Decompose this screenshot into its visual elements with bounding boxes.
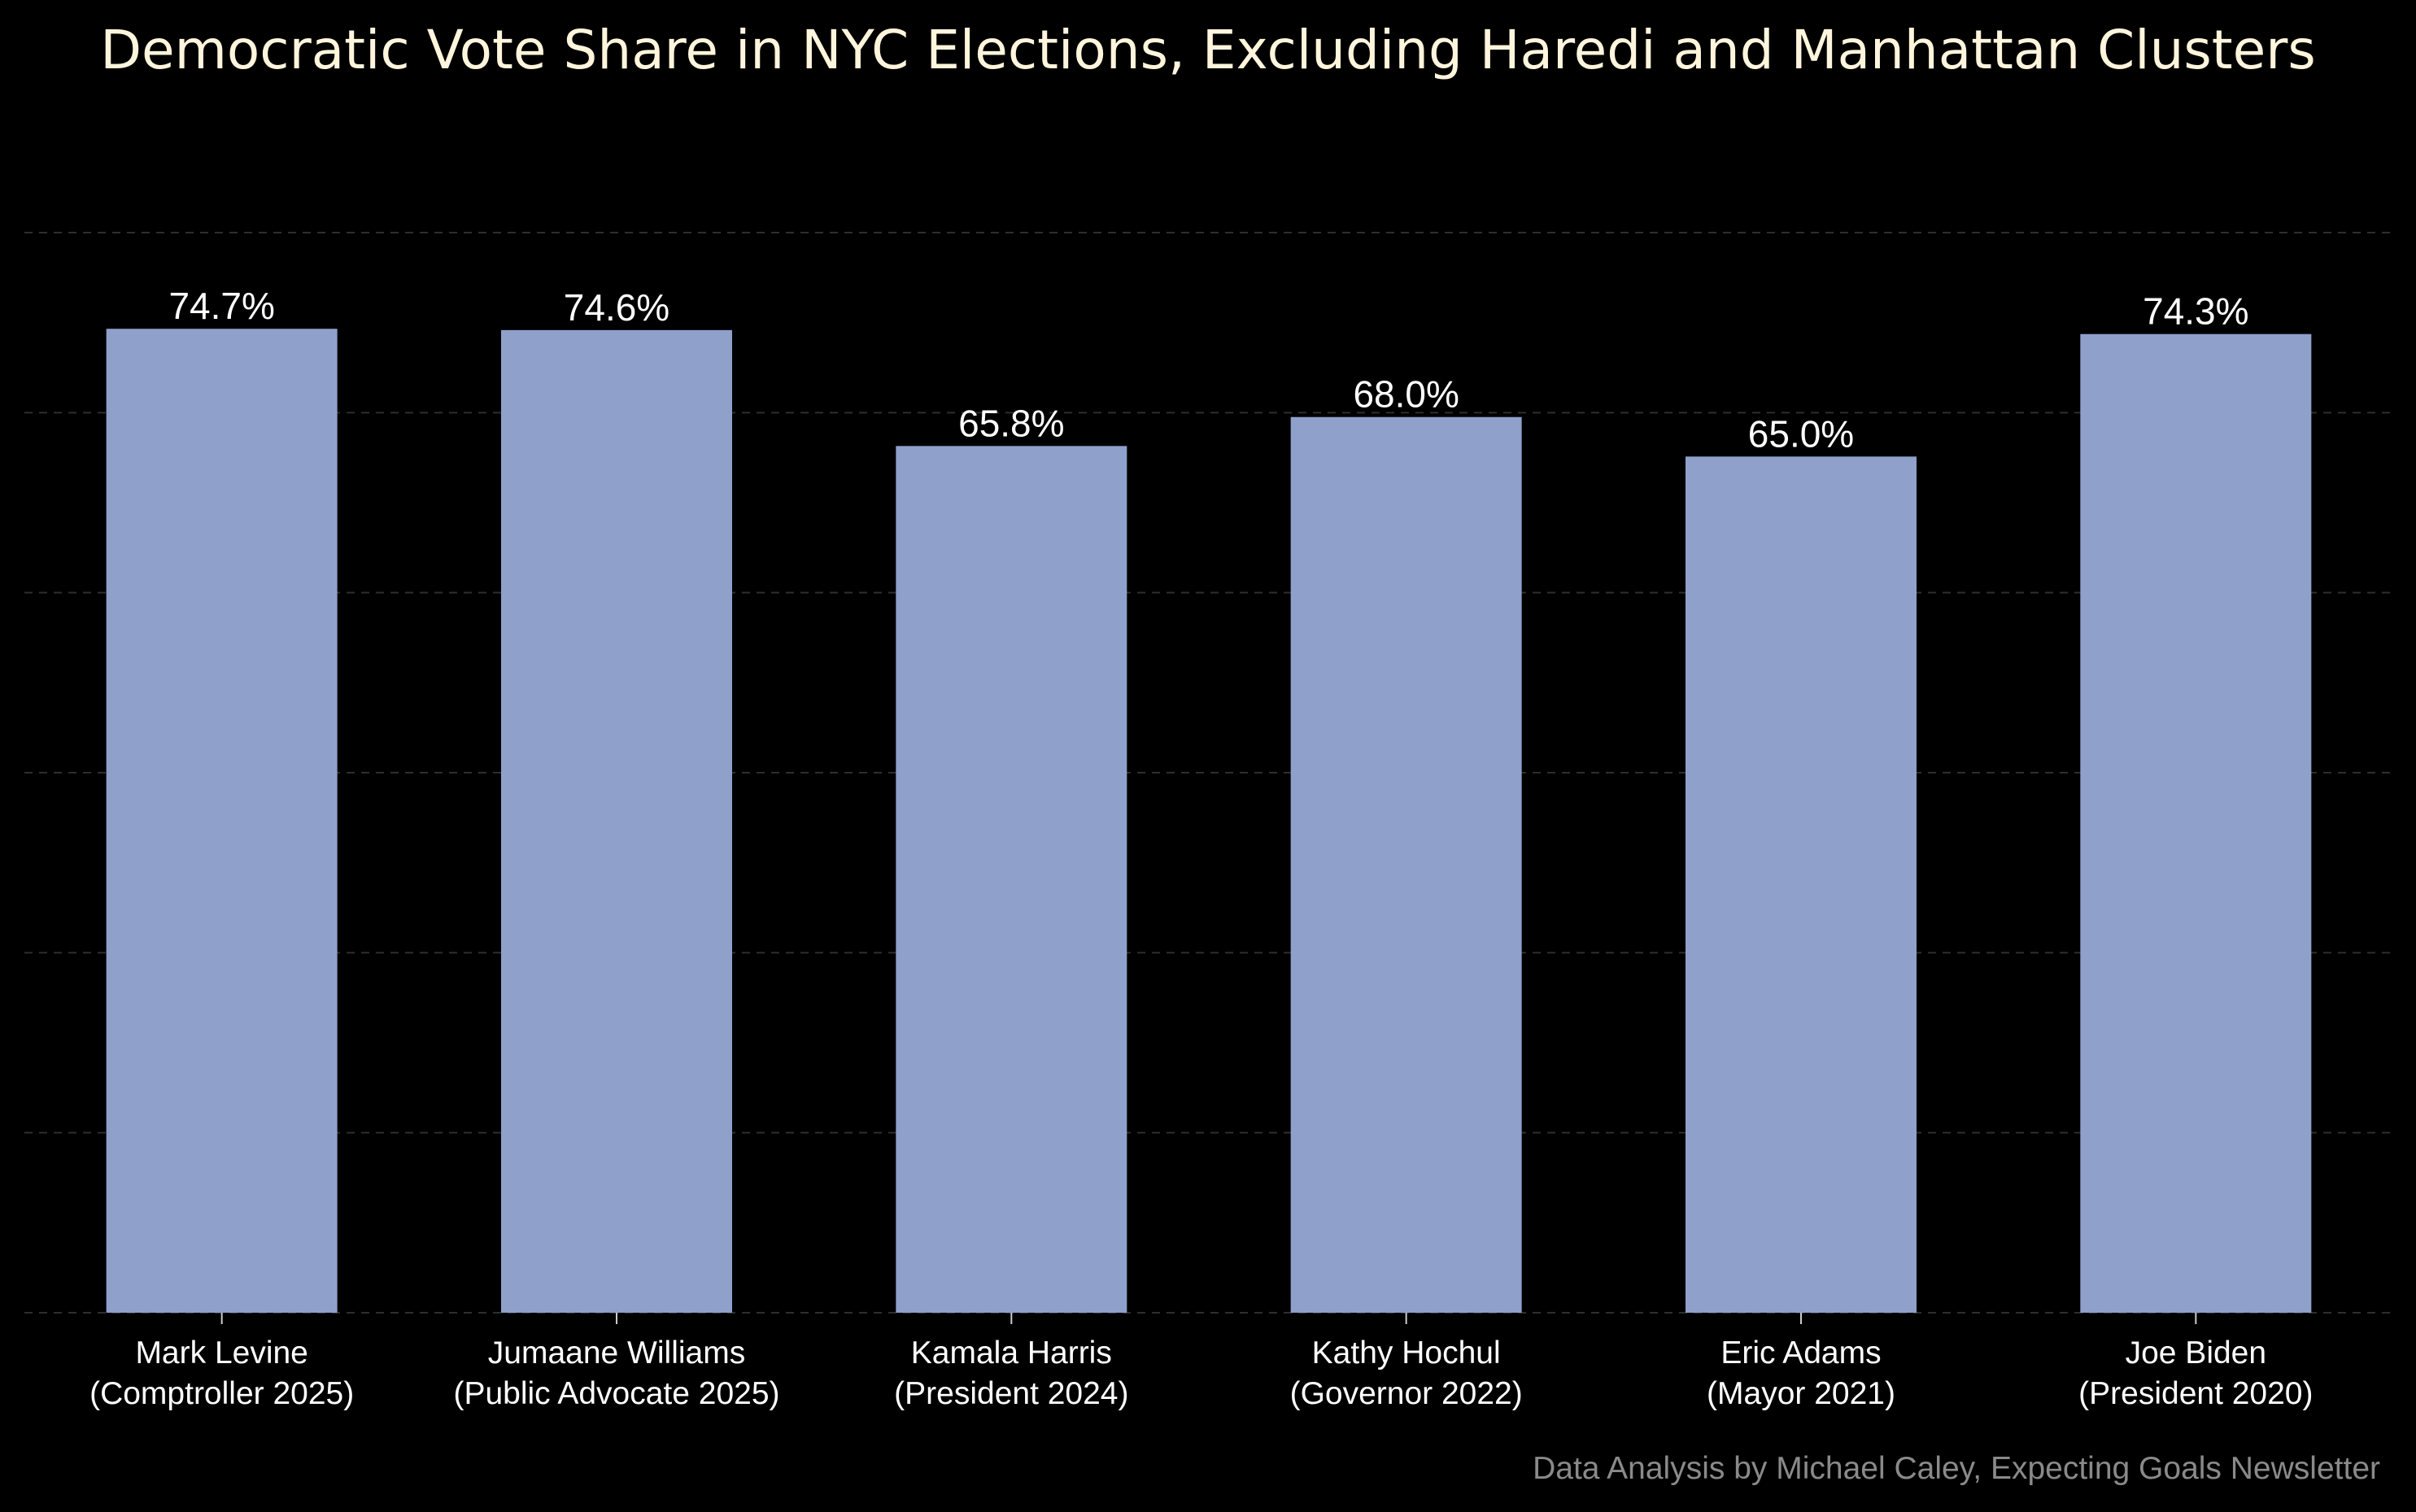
- x-tick-label-line-5-0: Joe Biden: [2126, 1336, 2266, 1370]
- bar-0: [106, 329, 338, 1314]
- chart-caption: Data Analysis by Michael Caley, Expectin…: [1533, 1451, 2380, 1486]
- chart-title: Democratic Vote Share in NYC Elections, …: [100, 19, 2316, 81]
- x-tick-label-line-5-1: (President 2020): [2078, 1376, 2313, 1411]
- x-tick-label-line-3-0: Kathy Hochul: [1312, 1336, 1501, 1370]
- bar-1: [501, 329, 732, 1314]
- gridlines: [24, 232, 2393, 1314]
- value-label-4: 65.0%: [1748, 412, 1854, 455]
- bar-4: [1686, 456, 1917, 1313]
- x-tick-label-line-3-1: (Governor 2022): [1290, 1376, 1523, 1411]
- x-tick-label-3: Kathy Hochul (Governor 2022): [1290, 1336, 1523, 1411]
- bars: [106, 329, 2312, 1314]
- bar-3: [1290, 416, 1522, 1313]
- x-tick-label-line-0-1: (Comptroller 2025): [89, 1376, 354, 1411]
- value-label-0: 74.7%: [168, 285, 274, 327]
- x-tick-label-4: Eric Adams (Mayor 2021): [1707, 1336, 1895, 1411]
- x-tick-label-line-4-1: (Mayor 2021): [1707, 1376, 1895, 1411]
- x-tick-label-line-1-1: (Public Advocate 2025): [453, 1376, 779, 1411]
- value-label-5: 74.3%: [2143, 290, 2248, 333]
- value-label-1: 74.6%: [564, 286, 669, 329]
- x-tick-label-0: Mark Levine (Comptroller 2025): [89, 1336, 354, 1411]
- x-tick-label-1: Jumaane Williams (Public Advocate 2025): [453, 1336, 779, 1411]
- value-label-3: 68.0%: [1353, 373, 1459, 416]
- x-axis: Mark Levine (Comptroller 2025) Jumaane Wil…: [89, 1313, 2314, 1411]
- x-tick-label-line-0-0: Mark Levine: [135, 1336, 307, 1370]
- x-tick-label-line-1-0: Jumaane Williams: [488, 1336, 745, 1370]
- bar-5: [2080, 333, 2312, 1314]
- x-tick-label-5: Joe Biden (President 2020): [2078, 1336, 2313, 1411]
- value-labels: 74.7% 74.6% 65.8% 68.0% 65.0% 74.3%: [168, 285, 2248, 455]
- x-tick-label-line-2-1: (President 2024): [894, 1376, 1128, 1411]
- x-tick-label-2: Kamala Harris (President 2024): [894, 1336, 1128, 1411]
- bar-2: [896, 446, 1127, 1313]
- x-tick-label-line-2-0: Kamala Harris: [911, 1336, 1112, 1370]
- value-label-2: 65.8%: [958, 402, 1064, 444]
- x-tick-label-line-4-0: Eric Adams: [1720, 1336, 1881, 1370]
